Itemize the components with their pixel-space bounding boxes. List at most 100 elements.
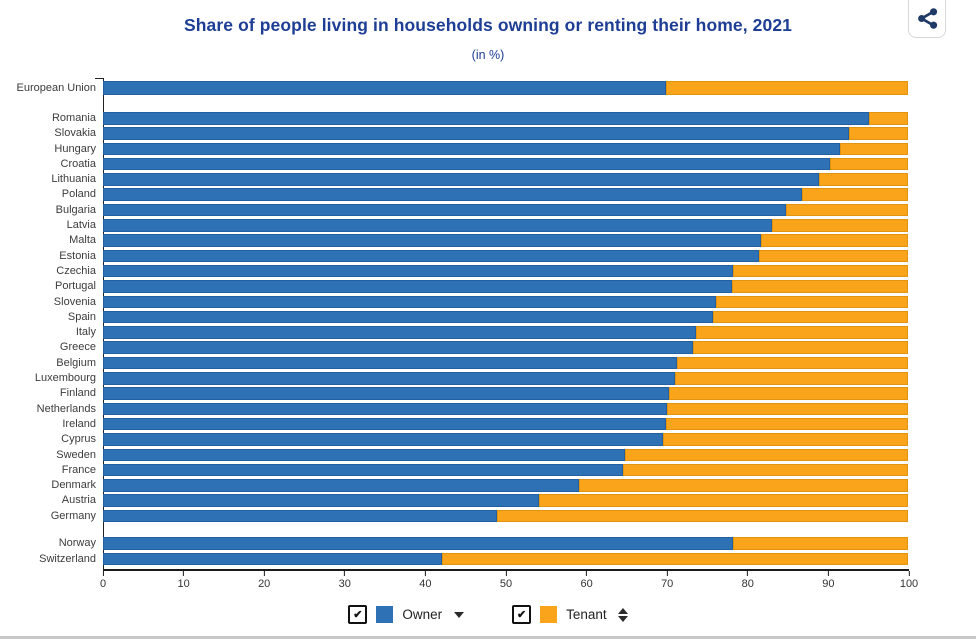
tick-label: 60 bbox=[580, 578, 593, 590]
tenant-segment[interactable] bbox=[674, 372, 908, 385]
tenant-segment[interactable] bbox=[663, 433, 908, 446]
tick-label: 40 bbox=[419, 578, 432, 590]
tick-label: 20 bbox=[258, 578, 271, 590]
owner-segment[interactable] bbox=[103, 552, 442, 566]
owner-segment[interactable] bbox=[103, 264, 733, 278]
bar-track bbox=[103, 494, 908, 507]
row-label: Switzerland bbox=[39, 552, 96, 565]
tenant-segment[interactable] bbox=[732, 264, 908, 278]
owner-segment[interactable] bbox=[103, 295, 717, 309]
owner-segment[interactable] bbox=[103, 356, 677, 370]
tenant-segment[interactable] bbox=[696, 326, 908, 339]
tenant-segment[interactable] bbox=[761, 234, 908, 247]
tenant-segment[interactable] bbox=[716, 295, 908, 309]
tick-mark bbox=[344, 571, 346, 576]
tenant-segment[interactable] bbox=[665, 417, 908, 431]
owner-segment[interactable] bbox=[103, 433, 664, 446]
owner-segment[interactable] bbox=[103, 537, 733, 550]
tenant-segment[interactable] bbox=[693, 341, 908, 354]
owner-segment[interactable] bbox=[103, 112, 870, 125]
tenant-segment[interactable] bbox=[839, 142, 908, 156]
chart-row: Bulgaria bbox=[0, 203, 908, 217]
tenant-segment[interactable] bbox=[829, 157, 908, 171]
tenant-segment[interactable] bbox=[441, 552, 908, 566]
owner-segment[interactable] bbox=[103, 463, 624, 477]
owner-segment[interactable] bbox=[103, 173, 819, 186]
owner-segment[interactable] bbox=[103, 341, 694, 354]
owner-segment[interactable] bbox=[103, 417, 666, 431]
owner-segment[interactable] bbox=[103, 494, 539, 507]
row-label: Netherlands bbox=[36, 402, 96, 415]
tenant-segment[interactable] bbox=[732, 537, 908, 550]
owner-segment[interactable] bbox=[103, 387, 669, 400]
tenant-segment[interactable] bbox=[666, 402, 908, 416]
tenant-segment[interactable] bbox=[668, 387, 908, 400]
sort-updown-icon[interactable] bbox=[617, 607, 628, 622]
owner-segment[interactable] bbox=[103, 203, 786, 217]
bar-track bbox=[103, 142, 908, 156]
owner-segment[interactable] bbox=[103, 479, 579, 492]
tenant-segment[interactable] bbox=[623, 463, 908, 477]
tenant-segment[interactable] bbox=[497, 509, 908, 523]
owner-segment[interactable] bbox=[103, 127, 850, 140]
legend-item-owner[interactable]: ✔ Owner bbox=[348, 605, 465, 624]
row-label: Denmark bbox=[51, 479, 96, 492]
share-button[interactable] bbox=[908, 0, 946, 38]
owner-segment[interactable] bbox=[103, 188, 802, 201]
tenant-segment[interactable] bbox=[578, 479, 908, 492]
row-label: Spain bbox=[67, 310, 96, 323]
owner-segment[interactable] bbox=[103, 142, 840, 156]
row-label: Estonia bbox=[59, 249, 96, 262]
owner-segment[interactable] bbox=[103, 280, 732, 293]
tenant-segment[interactable] bbox=[624, 448, 908, 462]
tick-mark bbox=[505, 571, 507, 576]
owner-segment[interactable] bbox=[103, 326, 697, 339]
legend-label-tenant: Tenant bbox=[566, 607, 607, 622]
tick-label: 80 bbox=[741, 578, 754, 590]
bar-track bbox=[103, 417, 908, 431]
owner-segment[interactable] bbox=[103, 234, 762, 247]
tenant-segment[interactable] bbox=[785, 203, 908, 217]
tenant-segment[interactable] bbox=[771, 219, 908, 232]
check-icon: ✔ bbox=[517, 609, 527, 621]
tenant-segment[interactable] bbox=[849, 127, 908, 140]
tenant-segment[interactable] bbox=[713, 310, 908, 324]
tick-mark bbox=[424, 571, 426, 576]
chart-row: Ireland bbox=[0, 417, 908, 431]
tenant-segment[interactable] bbox=[818, 173, 908, 186]
x-tick: 90 bbox=[822, 570, 835, 590]
chart-row: Portugal bbox=[0, 280, 908, 293]
tenant-segment[interactable] bbox=[676, 356, 908, 370]
tenant-segment[interactable] bbox=[538, 494, 908, 507]
row-label: Austria bbox=[61, 494, 96, 507]
caret-down-icon[interactable] bbox=[454, 611, 465, 618]
owner-segment[interactable] bbox=[103, 509, 498, 523]
owner-checkbox[interactable]: ✔ bbox=[348, 605, 368, 624]
owner-segment[interactable] bbox=[103, 402, 667, 416]
owner-segment[interactable] bbox=[103, 157, 830, 171]
tenant-segment[interactable] bbox=[665, 81, 908, 95]
tenant-checkbox[interactable]: ✔ bbox=[512, 605, 532, 624]
tenant-segment[interactable] bbox=[801, 188, 908, 201]
legend-item-tenant[interactable]: ✔ Tenant bbox=[512, 605, 628, 624]
x-tick: 10 bbox=[177, 570, 190, 590]
tenant-segment[interactable] bbox=[759, 249, 908, 263]
owner-segment[interactable] bbox=[103, 81, 666, 95]
x-axis: 0 10 20 30 40 50 60 70 80 90 100 bbox=[100, 569, 918, 590]
owner-segment[interactable] bbox=[103, 448, 625, 462]
tenant-segment[interactable] bbox=[731, 280, 908, 293]
bar-track bbox=[103, 280, 908, 293]
owner-segment[interactable] bbox=[103, 249, 760, 263]
owner-segment[interactable] bbox=[103, 310, 714, 324]
tenant-segment[interactable] bbox=[869, 112, 908, 125]
row-label: Portugal bbox=[55, 280, 96, 293]
bar-track bbox=[103, 433, 908, 446]
chart-row: Sweden bbox=[0, 448, 908, 462]
chart-row: France bbox=[0, 463, 908, 477]
tick-mark bbox=[263, 571, 265, 576]
bottom-divider bbox=[0, 636, 976, 639]
owner-segment[interactable] bbox=[103, 219, 772, 232]
owner-segment[interactable] bbox=[103, 372, 675, 385]
row-label: Sweden bbox=[56, 448, 96, 461]
